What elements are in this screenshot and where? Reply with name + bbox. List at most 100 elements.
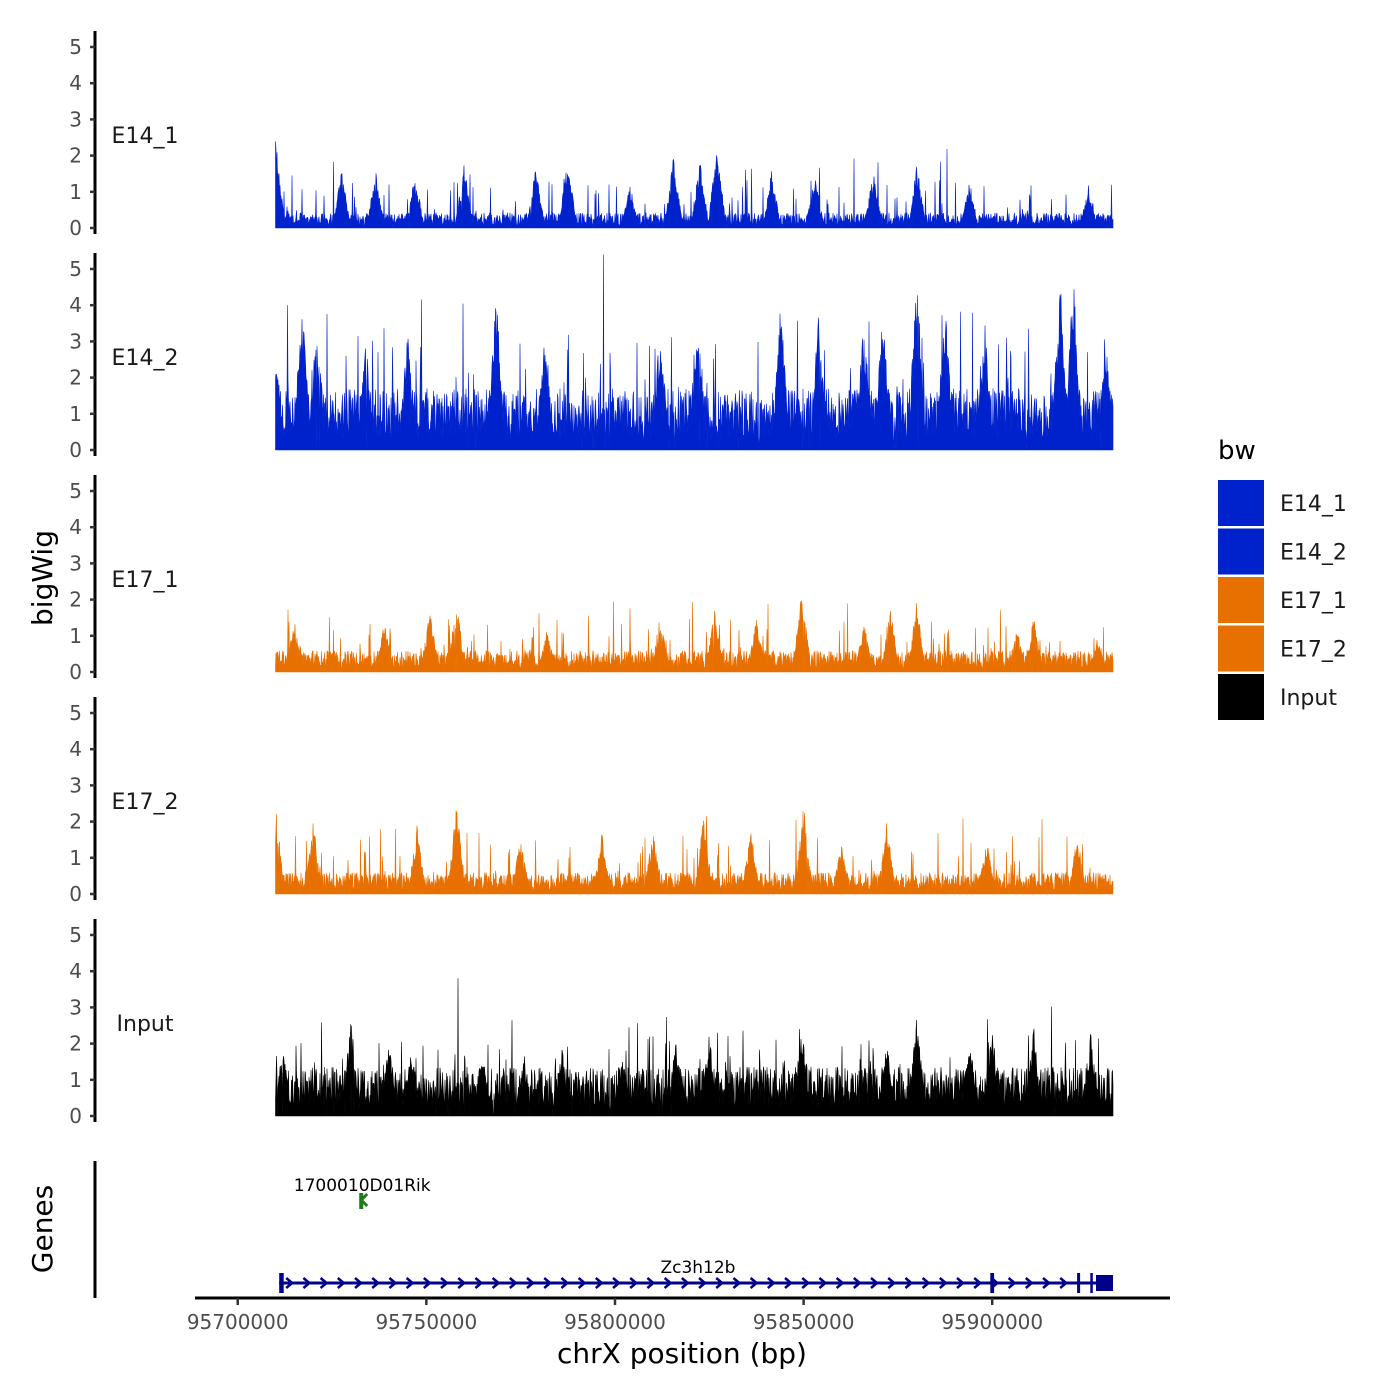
strand-arrow: [749, 1277, 759, 1289]
strand-arrow: [1007, 1277, 1017, 1289]
y-tick-label: 2: [69, 588, 82, 612]
y-tick-label: 3: [69, 995, 82, 1019]
legend-key-Input: [1218, 674, 1264, 720]
x-axis-title: chrX position (bp): [557, 1337, 807, 1370]
y-tick-label: 2: [69, 810, 82, 834]
genes-panel: 1700010D01Rik Zc3h12b: [93, 1161, 1113, 1298]
track-E14_2: 0 1 2 3 4 5 E14_2: [69, 253, 1114, 462]
gene-1700010D01Rik: 1700010D01Rik: [294, 1176, 431, 1209]
y-tick-label: 2: [69, 366, 82, 390]
strand-arrow: [543, 1277, 553, 1289]
exon: [279, 1273, 284, 1293]
signal-area-E17_2: [275, 810, 1114, 895]
strand-arrow: [818, 1277, 828, 1289]
strand-arrow: [1042, 1277, 1051, 1289]
y-tick-label: 0: [69, 438, 82, 462]
y-tick-label: 4: [69, 293, 82, 317]
strand-arrow: [526, 1277, 535, 1289]
strand-arrow: [354, 1277, 363, 1289]
strand-arrow: [715, 1277, 725, 1289]
panel-label-E17_2: E17_2: [112, 790, 179, 815]
strand-arrow: [359, 1192, 369, 1208]
strand-arrow: [594, 1277, 604, 1289]
strand-arrow: [388, 1277, 398, 1289]
legend-label-E17_1: E17_1: [1280, 589, 1347, 614]
y-tick-label: 3: [69, 551, 82, 575]
strand-arrow: [440, 1277, 449, 1289]
y-tick-label: 1: [69, 402, 82, 426]
y-tick-label: 1: [69, 624, 82, 648]
legend: bw E14_1 E14_2 E17_1 E17_2 Input: [1218, 436, 1347, 720]
legend-key-E14_2: [1218, 528, 1264, 575]
y-tick-label: 0: [69, 660, 82, 684]
strand-arrow: [870, 1277, 879, 1289]
strand-arrow: [973, 1277, 983, 1289]
strand-arrow: [784, 1277, 793, 1289]
y-tick-label: 2: [69, 1032, 82, 1056]
genes-axis-title: Genes: [26, 1185, 59, 1273]
y-tick-label: 1: [69, 1068, 82, 1092]
y-tick-label: 4: [69, 515, 82, 539]
y-axis-title: bigWig: [26, 530, 59, 626]
gene-Zc3h12b: Zc3h12b: [279, 1258, 1113, 1293]
y-tick-label: 1: [69, 180, 82, 204]
x-tick-label: 95800000: [564, 1310, 666, 1334]
x-tick-label: 95850000: [753, 1310, 855, 1334]
legend-label-E14_1: E14_1: [1280, 492, 1347, 517]
exon: [1077, 1273, 1081, 1293]
y-tick-label: 3: [69, 773, 82, 797]
strand-arrow: [921, 1277, 931, 1289]
strand-arrow: [457, 1277, 467, 1289]
legend-label-E14_2: E14_2: [1280, 541, 1347, 566]
y-tick-label: 0: [69, 216, 82, 240]
exon: [1096, 1275, 1113, 1291]
y-tick-label: 5: [69, 257, 82, 281]
strand-arrow: [491, 1277, 501, 1289]
strand-arrow: [698, 1277, 707, 1289]
y-tick-label: 4: [69, 959, 82, 983]
track-E17_1: 0 1 2 3 4 5 E17_1: [69, 475, 1114, 684]
strand-arrow: [801, 1277, 811, 1289]
strand-arrow: [904, 1277, 914, 1289]
y-tick-label: 5: [69, 35, 82, 59]
y-tick-label: 0: [69, 882, 82, 906]
y-tick-label: 0: [69, 1104, 82, 1128]
strand-arrow: [663, 1277, 673, 1289]
track-E17_2: 0 1 2 3 4 5 E17_2: [69, 697, 1114, 906]
y-tick-label: 4: [69, 737, 82, 761]
strand-arrow: [560, 1277, 570, 1289]
legend-label-Input: Input: [1280, 686, 1337, 711]
strand-arrow: [629, 1277, 639, 1289]
signal-area-E14_1: [275, 141, 1114, 229]
gene-label-1700010D01Rik: 1700010D01Rik: [294, 1176, 431, 1196]
strand-arrow: [1024, 1277, 1034, 1289]
strand-arrow: [646, 1277, 656, 1289]
track-E14_1: 0 1 2 3 4 5 E14_1: [69, 31, 1114, 240]
track-Input: 0 1 2 3 4 5 Input: [69, 919, 1114, 1128]
strand-arrow: [766, 1277, 776, 1289]
y-tick-label: 2: [69, 144, 82, 168]
signal-area-E17_1: [275, 600, 1114, 673]
strand-arrow: [680, 1277, 690, 1289]
strand-arrow: [336, 1277, 346, 1289]
x-tick-label: 95750000: [375, 1310, 477, 1334]
legend-label-E17_2: E17_2: [1280, 638, 1347, 663]
legend-title: bw: [1218, 436, 1256, 466]
strand-arrow: [302, 1277, 312, 1289]
strand-arrow: [835, 1277, 845, 1289]
gene-label-Zc3h12b: Zc3h12b: [660, 1258, 735, 1278]
panel-label-Input: Input: [117, 1012, 174, 1037]
strand-arrow: [508, 1277, 518, 1289]
strand-arrow: [1059, 1277, 1069, 1289]
panel-label-E17_1: E17_1: [112, 568, 179, 593]
y-tick-label: 5: [69, 479, 82, 503]
panel-label-E14_2: E14_2: [112, 346, 179, 371]
strand-arrow: [938, 1277, 948, 1289]
strand-arrow: [612, 1277, 621, 1289]
strand-arrow: [732, 1277, 742, 1289]
strand-arrow: [319, 1277, 329, 1289]
x-tick-label: 95900000: [941, 1310, 1043, 1334]
strand-arrow: [577, 1277, 587, 1289]
y-tick-label: 3: [69, 329, 82, 353]
